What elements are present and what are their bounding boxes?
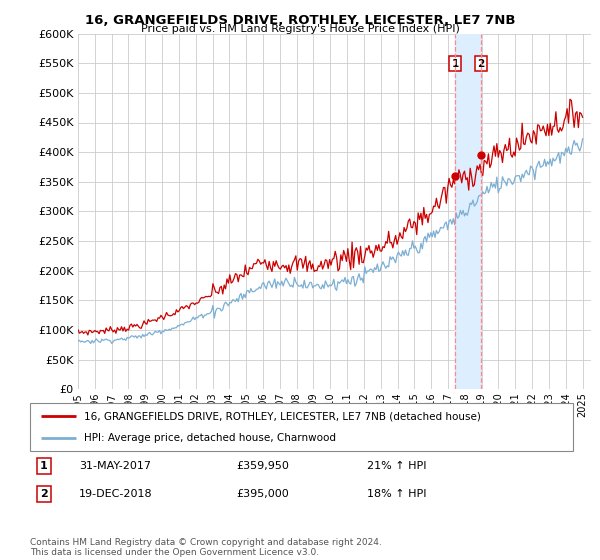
Text: £359,950: £359,950 (236, 461, 289, 471)
Bar (455, 34, 481, 389)
Text: 16, GRANGEFIELDS DRIVE, ROTHLEY, LEICESTER, LE7 7NB: 16, GRANGEFIELDS DRIVE, ROTHLEY, LEICEST… (85, 14, 515, 27)
Text: 18% ↑ HPI: 18% ↑ HPI (367, 489, 426, 499)
Text: Price paid vs. HM Land Registry's House Price Index (HPI): Price paid vs. HM Land Registry's House … (140, 24, 460, 34)
Text: 21% ↑ HPI: 21% ↑ HPI (367, 461, 426, 471)
Text: 1: 1 (40, 461, 47, 471)
FancyBboxPatch shape (30, 403, 573, 451)
Text: £395,000: £395,000 (236, 489, 289, 499)
Text: 2: 2 (40, 489, 47, 499)
Text: 19-DEC-2018: 19-DEC-2018 (79, 489, 152, 499)
Text: 16, GRANGEFIELDS DRIVE, ROTHLEY, LEICESTER, LE7 7NB (detached house): 16, GRANGEFIELDS DRIVE, ROTHLEY, LEICEST… (85, 411, 481, 421)
Text: 1: 1 (451, 59, 459, 69)
Text: 31-MAY-2017: 31-MAY-2017 (79, 461, 151, 471)
Text: Contains HM Land Registry data © Crown copyright and database right 2024.
This d: Contains HM Land Registry data © Crown c… (30, 538, 382, 557)
Text: 2: 2 (478, 59, 485, 69)
Text: HPI: Average price, detached house, Charnwood: HPI: Average price, detached house, Char… (85, 433, 337, 443)
